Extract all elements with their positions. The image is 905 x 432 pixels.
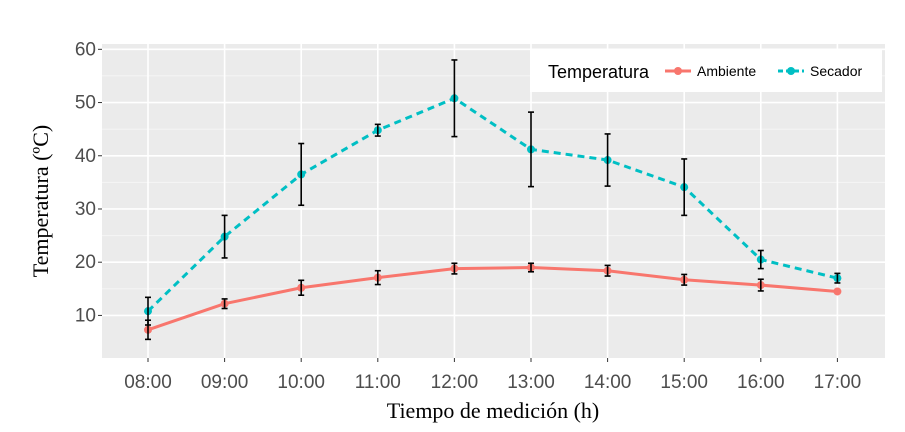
x-tick-label: 08:00 <box>124 372 172 393</box>
legend-box <box>530 50 882 92</box>
y-tick-label: 10 <box>75 305 96 326</box>
x-tick-label: 13:00 <box>507 372 555 393</box>
y-tick-label: 40 <box>75 146 96 167</box>
legend-title: Temperatura <box>548 62 650 82</box>
y-tick-label: 60 <box>75 39 96 60</box>
plot-panel <box>102 44 885 358</box>
legend-key-point <box>787 67 795 75</box>
axis-ticks: 10 20 30 40 50 60 08:00 09:00 10:00 11:00 12:00 13:… <box>75 39 861 393</box>
legend-items: Ambiente Secador <box>665 63 862 79</box>
y-axis-title: Temperatura (ºC) <box>28 125 53 278</box>
data-point-ambiente <box>833 287 842 296</box>
series-line-ambiente <box>147 266 838 332</box>
x-axis-title: Tiempo de medición (h) <box>387 398 599 423</box>
major-gridlines <box>102 44 885 358</box>
x-tick-label: 12:00 <box>431 372 479 393</box>
x-tick-label: 17:00 <box>814 372 862 393</box>
legend-label-secador: Secador <box>810 63 862 79</box>
legend-label-ambiente: Ambiente <box>697 63 756 79</box>
minor-gridlines <box>102 75 885 290</box>
y-tick-label: 20 <box>75 252 96 273</box>
x-tick-label: 11:00 <box>355 372 401 393</box>
series-line-secador <box>146 96 838 313</box>
x-tick-label: 10:00 <box>277 372 325 393</box>
y-tick-label: 50 <box>75 93 96 114</box>
x-tick-label: 15:00 <box>660 372 708 393</box>
y-tick-label: 30 <box>75 199 96 220</box>
x-tick-label: 14:00 <box>584 372 632 393</box>
x-tick-label: 16:00 <box>737 372 785 393</box>
series-layer <box>144 59 842 341</box>
x-tick-label: 09:00 <box>201 372 249 393</box>
legend: Temperatura Ambiente Secador <box>530 50 882 92</box>
legend-key-point <box>674 67 682 75</box>
